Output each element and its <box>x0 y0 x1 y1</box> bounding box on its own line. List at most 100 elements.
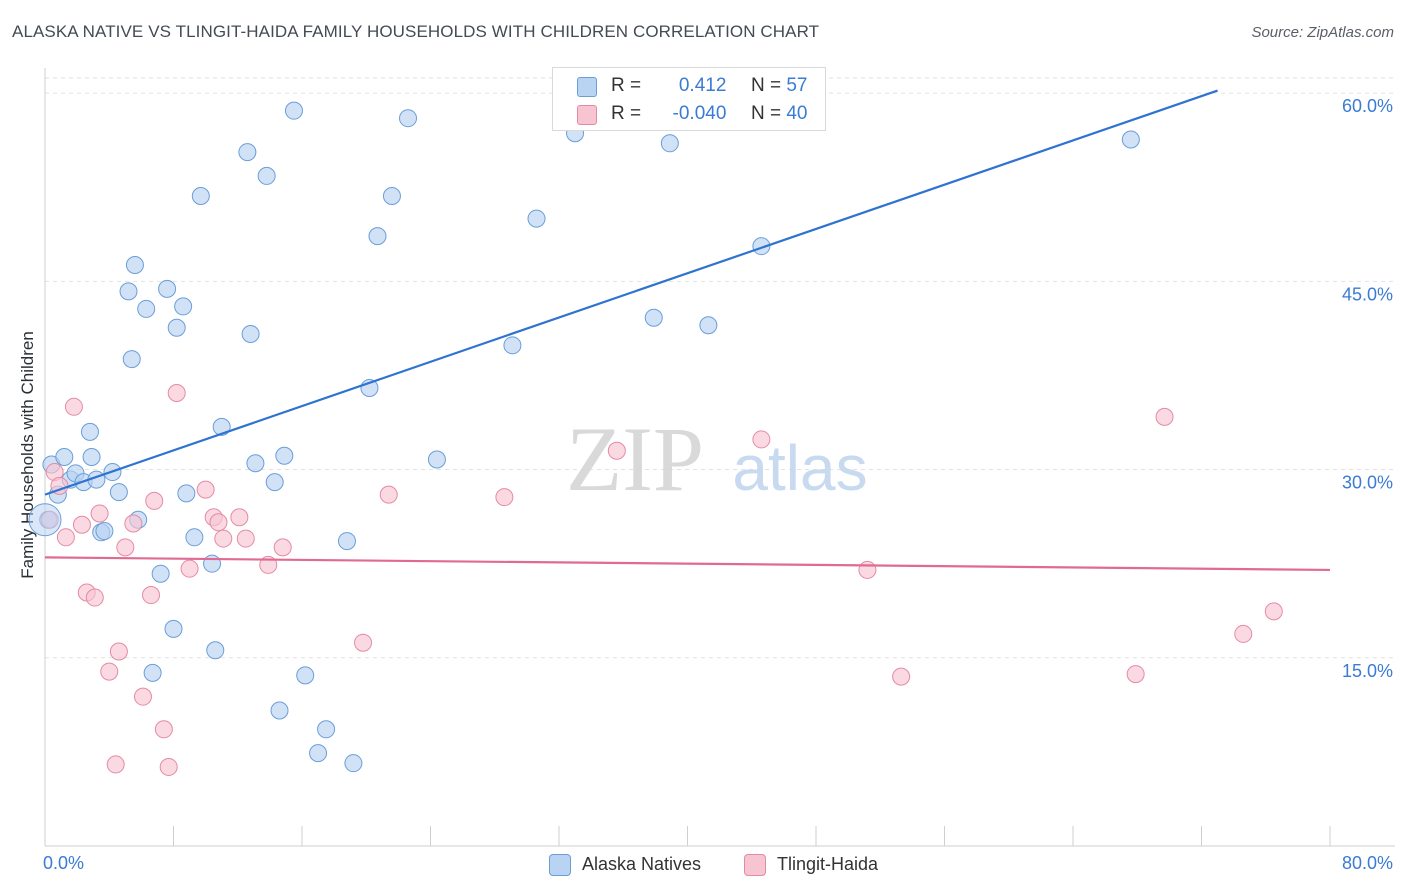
alaska-native-point <box>399 109 418 128</box>
alaska-native-point <box>206 641 225 660</box>
alaska-native-point <box>337 532 356 551</box>
tlingit-haida-point <box>154 720 173 739</box>
alaska-native-point <box>55 448 74 466</box>
tlingit-haida-point <box>85 588 104 607</box>
source-label: Source: ZipAtlas.com <box>1251 24 1394 41</box>
tlingit-haida-point <box>64 397 83 416</box>
tlingit-haida-point <box>106 755 125 774</box>
tlingit-haida-point <box>495 488 514 507</box>
tlingit-haida-point <box>209 513 228 532</box>
tlingit-haida-point <box>90 504 109 523</box>
alaska-native-point <box>368 227 387 246</box>
tlingit-haida-point <box>159 757 178 776</box>
alaska-native-point <box>28 503 62 537</box>
alaska-native-point <box>122 350 141 369</box>
tlingit-haida-point <box>273 538 292 557</box>
tlingit-swatch <box>577 105 597 125</box>
alaska-native-point <box>1121 130 1140 149</box>
tlingit-haida-point <box>379 485 398 504</box>
tlingit-haida-point <box>230 508 249 527</box>
tlingit-legend-swatch <box>744 854 766 876</box>
chart-title: ALASKA NATIVE VS TLINGIT-HAIDA FAMILY HO… <box>12 22 820 41</box>
alaska-native-point <box>309 744 328 763</box>
tlingit-haida-point <box>100 662 119 681</box>
tlingit-haida-point <box>116 538 135 557</box>
alaska-native-point <box>246 454 265 473</box>
alaska-native-point <box>95 522 114 541</box>
alaska-native-point <box>644 308 663 327</box>
alaska-native-point <box>265 473 284 492</box>
alaska-native-point <box>119 282 138 301</box>
alaska-native-point <box>752 237 771 256</box>
tlingit-haida-point <box>1126 665 1145 684</box>
y-tick-label: 30.0% <box>1342 473 1393 493</box>
alaska-native-point <box>125 256 144 275</box>
alaska-native-point <box>177 484 196 503</box>
tlingit-haida-point <box>180 559 199 578</box>
alaska-native-point <box>241 325 260 344</box>
alaska-native-point <box>238 143 257 162</box>
tlingit-haida-point <box>109 642 128 661</box>
alaska-trend-line <box>44 89 1218 496</box>
alaska-native-point <box>167 318 186 337</box>
y-tick-label: 60.0% <box>1342 96 1393 116</box>
alaska-native-point <box>80 422 99 441</box>
alaska-native-point <box>203 554 222 573</box>
trend-lines <box>44 89 1331 572</box>
n-value: 57 <box>786 75 808 96</box>
alaska-native-point <box>109 483 128 502</box>
n-label: N = <box>750 103 782 124</box>
alaska-native-point <box>284 101 303 120</box>
alaska-legend-swatch <box>549 854 571 876</box>
x-tick-label: 0.0% <box>43 853 84 873</box>
gridlines <box>45 77 1395 659</box>
legend-label: Tlingit-Haida <box>777 854 879 874</box>
alaska-native-point <box>317 720 336 739</box>
alaska-native-point <box>174 297 193 316</box>
x-tick-label: 80.0% <box>1342 853 1393 873</box>
alaska-native-point <box>143 663 162 682</box>
alaska-native-point <box>191 186 210 205</box>
alaska-native-point <box>503 336 522 355</box>
n-value: 40 <box>786 103 808 124</box>
tlingit-haida-point <box>1264 602 1283 621</box>
tlingit-haida-point <box>858 560 877 579</box>
tlingit-haida-point <box>354 633 373 652</box>
alaska-native-point <box>137 299 156 318</box>
watermark-atlas: atlas <box>732 432 867 504</box>
alaska-native-point <box>527 209 546 228</box>
legend-label: Alaska Natives <box>582 854 702 874</box>
stats-legend: R = 0.412 N = 57 R = -0.040 N = 40 <box>552 67 826 131</box>
alaska-native-point <box>82 448 101 466</box>
r-value: 0.412 <box>678 75 727 96</box>
data-points <box>28 101 1283 776</box>
alaska-native-point <box>660 134 679 153</box>
series-legend: Alaska Natives Tlingit-Haida <box>0 852 1406 878</box>
tlingit-haida-point <box>196 480 215 499</box>
alaska-native-point <box>257 166 276 185</box>
tlingit-haida-point <box>133 687 152 706</box>
tlingit-haida-point <box>145 491 164 510</box>
alaska-native-point <box>427 450 446 469</box>
tlingit-haida-point <box>892 667 911 686</box>
tlingit-trend-line <box>44 556 1331 572</box>
tlingit-haida-point <box>1234 624 1253 643</box>
tlingit-haida-point <box>142 586 161 605</box>
alaska-native-point <box>344 754 363 773</box>
tlingit-haida-point <box>214 529 233 548</box>
tlingit-haida-point <box>72 515 91 534</box>
y-tick-label: 45.0% <box>1342 284 1393 304</box>
alaska-native-point <box>296 666 315 685</box>
tlingit-haida-point <box>124 514 143 533</box>
alaska-swatch <box>577 77 597 97</box>
r-label: R = <box>611 75 642 96</box>
axes <box>44 68 1395 847</box>
alaska-native-point <box>151 564 170 583</box>
n-label: N = <box>750 75 782 96</box>
tlingit-haida-point <box>607 441 626 460</box>
y-tick-label: 15.0% <box>1342 661 1393 681</box>
r-value: -0.040 <box>672 103 727 124</box>
alaska-native-point <box>275 446 294 465</box>
alaska-native-point <box>164 619 183 638</box>
tlingit-haida-point <box>236 529 255 548</box>
